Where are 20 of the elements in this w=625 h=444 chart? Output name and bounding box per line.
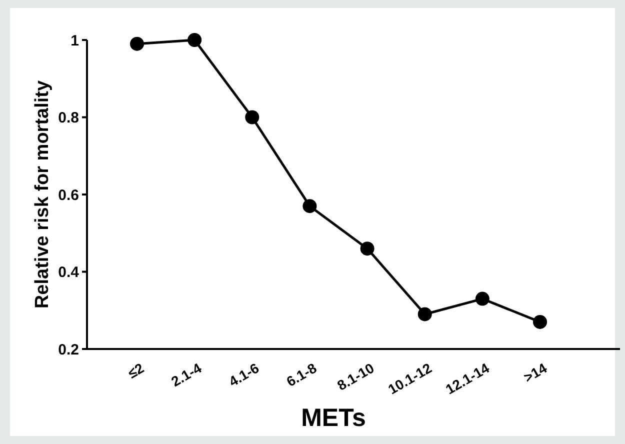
y-tick-label: 1	[70, 32, 79, 50]
point	[302, 199, 317, 214]
x-tick-label: 4.1-6	[226, 360, 262, 390]
y-axis-title: Relative risk for mortality	[32, 80, 53, 309]
x-tick-label: >14	[520, 360, 550, 386]
y-tick-label: 0.8	[58, 110, 79, 126]
y-tick-label: 0.6	[58, 186, 79, 204]
x-tick-label: 6.1-8	[284, 360, 320, 390]
point	[245, 110, 260, 124]
point	[130, 36, 144, 51]
point	[533, 314, 547, 329]
x-tick-label: ≤2	[125, 360, 147, 382]
x-tick-label: 2.1-4	[168, 360, 204, 390]
point	[360, 242, 374, 256]
x-axis-title: METs	[301, 404, 366, 432]
y-tick-label: 0.2	[58, 341, 79, 358]
point	[475, 292, 490, 306]
y-tick-label: 0.4	[58, 264, 80, 281]
point	[188, 33, 202, 47]
point	[418, 307, 432, 322]
